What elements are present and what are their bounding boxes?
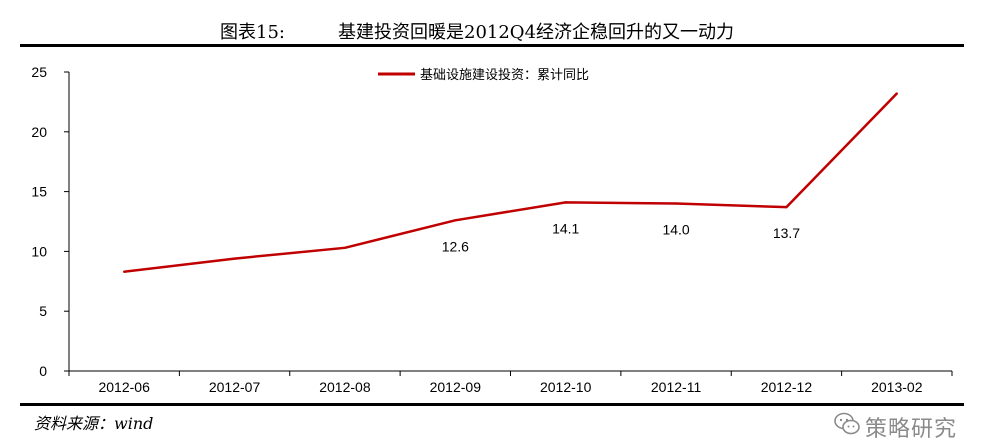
y-tick-label: 10 [31, 243, 47, 259]
x-tick-label: 2012-11 [651, 379, 702, 395]
y-tick-label: 0 [39, 363, 47, 379]
x-tick-label: 2012-07 [209, 379, 261, 395]
data-label: 14.1 [552, 220, 579, 236]
x-tick-label: 2012-12 [761, 379, 813, 395]
chart-legend: 基础设施建设投资：累计同比 [378, 67, 589, 83]
data-point [895, 92, 899, 95]
data-point [122, 270, 126, 273]
x-tick-label: 2012-09 [430, 379, 482, 395]
watermark: 策略研究 [833, 408, 973, 442]
y-tick-label: 20 [31, 124, 47, 140]
legend-label: 基础设施建设投资：累计同比 [420, 67, 589, 83]
wechat-logo-icon [834, 412, 860, 435]
x-tick-label: 2012-08 [319, 379, 371, 395]
data-label: 13.7 [773, 225, 800, 241]
top-rule [20, 44, 964, 47]
data-point [343, 246, 347, 250]
y-axis: 0 5 10 15 20 25 [31, 64, 70, 379]
y-tick-label: 25 [31, 64, 47, 80]
x-tick-label: 2012-06 [98, 379, 150, 395]
data-point [785, 205, 788, 209]
data-label: 12.6 [442, 238, 469, 254]
data-point [564, 201, 567, 204]
bottom-rule [20, 403, 964, 406]
series-layer: 12.6 14.1 14.0 13.7 [122, 92, 899, 273]
source-note: 资料来源：wind [34, 414, 154, 433]
series-line [124, 92, 898, 273]
y-tick-label: 5 [39, 303, 47, 319]
y-tick-label: 15 [31, 184, 47, 200]
data-point [674, 202, 678, 205]
figure-title: 基建投资回暖是2012Q4经济企稳回升的又一动力 [338, 22, 735, 43]
x-axis: 2012-06 2012-07 2012-08 2012-09 2012-10 2012-… [68, 370, 953, 395]
data-point [233, 257, 236, 260]
figure-label: 图表15: [220, 22, 285, 43]
watermark-text: 策略研究 [865, 417, 958, 442]
data-label: 14.0 [662, 222, 689, 238]
x-tick-label: 2013-02 [871, 379, 923, 395]
figure-header: 图表15: 基建投资回暖是2012Q4经济企稳回升的又一动力 [0, 0, 1001, 44]
x-tick-label: 2012-10 [540, 379, 592, 395]
data-point [454, 219, 457, 222]
